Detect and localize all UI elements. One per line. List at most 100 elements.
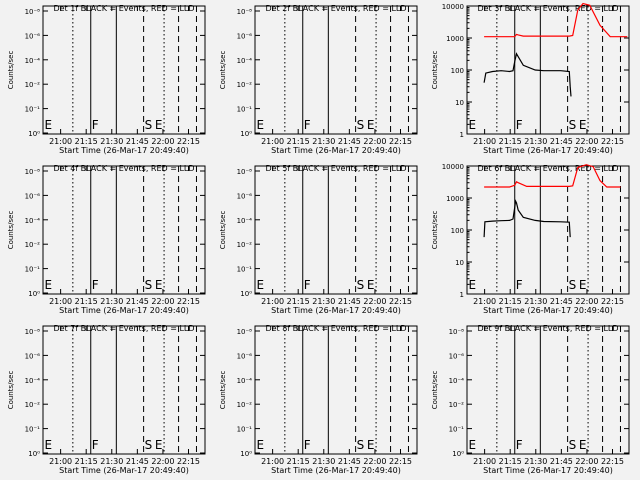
marker-label: S [357, 118, 365, 132]
panel-title: Det 4f BLACK = Events, RED = LLD [53, 164, 194, 173]
y-tick-label: 10⁻¹ [449, 426, 465, 434]
x-tick-label: 21:45 [550, 297, 573, 306]
y-tick-label: 10 [455, 259, 464, 267]
x-tick-label: 21:00 [49, 457, 72, 466]
plot-frame [254, 5, 418, 135]
y-tick-label: 10 [455, 99, 464, 107]
x-tick-label: 22:00 [575, 297, 598, 306]
plot-frame [466, 5, 630, 135]
plot-frame [254, 325, 418, 455]
panel-title: Det 2f BLACK = Events, RED = LLD [265, 4, 406, 13]
plot-frame [42, 325, 206, 455]
marker-label: F [304, 118, 311, 132]
y-tick-label: 10⁻⁸ [25, 168, 41, 176]
x-tick-label: 21:15 [499, 457, 522, 466]
x-tick-label: 21:45 [126, 457, 149, 466]
x-tick-label: 22:00 [363, 457, 386, 466]
x-tick-label: 21:30 [100, 137, 123, 146]
x-axis-label: Start Time (26-Mar-17 20:49:40) [59, 466, 189, 475]
marker-label: E [45, 438, 53, 452]
marker-label: E [155, 438, 163, 452]
y-tick-label: 1 [460, 291, 464, 299]
x-tick-label: 22:15 [601, 457, 624, 466]
y-axis-label: Counts/sec [431, 51, 439, 90]
panel-8: Det 8f BLACK = Events, RED = LLD 10⁻⁸ 10⁻⁶… [219, 324, 418, 475]
y-axis-label: Counts/sec [431, 211, 439, 250]
y-tick-label: 10⁻⁶ [25, 352, 41, 360]
y-tick-label: 10⁻² [449, 401, 465, 409]
marker-label: S [569, 438, 577, 452]
y-tick-label: 10⁻² [25, 81, 41, 89]
x-tick-label: 21:30 [524, 457, 547, 466]
marker-label: S [145, 278, 153, 292]
y-axis-label: Counts/sec [219, 51, 227, 90]
x-tick-label: 22:15 [177, 457, 200, 466]
y-tick-label: 10⁻⁴ [25, 217, 41, 225]
y-tick-label: 100 [451, 227, 464, 235]
marker-label: E [45, 118, 53, 132]
x-tick-label: 21:15 [75, 457, 98, 466]
marker-label: E [45, 278, 53, 292]
x-axis-label: Start Time (26-Mar-17 20:49:40) [271, 306, 401, 315]
marker-label: E [257, 438, 265, 452]
y-tick-label: 10⁻⁴ [237, 377, 253, 385]
y-tick-label: 10⁻⁶ [237, 32, 253, 40]
x-tick-label: 22:00 [151, 137, 174, 146]
series-line-events [483, 52, 572, 97]
x-tick-label: 21:30 [524, 297, 547, 306]
y-tick-label: 10⁻¹ [25, 106, 41, 114]
marker-label: E [469, 278, 477, 292]
marker-label: F [516, 438, 523, 452]
x-tick-label: 21:45 [550, 457, 573, 466]
plot-frame [42, 5, 206, 135]
x-tick-label: 21:45 [338, 297, 361, 306]
x-tick-label: 22:00 [151, 457, 174, 466]
y-axis-label: Counts/sec [219, 371, 227, 410]
y-tick-label: 10⁰ [240, 130, 252, 138]
marker-label: E [367, 438, 375, 452]
y-tick-label: 10⁻⁴ [237, 57, 253, 65]
marker-label: E [257, 118, 265, 132]
x-tick-label: 21:00 [49, 137, 72, 146]
panel-6: Det 6f BLACK = Events, RED = LLD 10000 100… [431, 163, 630, 315]
x-tick-label: 22:15 [177, 137, 200, 146]
marker-label: E [469, 438, 477, 452]
x-tick-label: 22:15 [601, 137, 624, 146]
marker-label: S [145, 118, 153, 132]
y-tick-label: 10⁻⁸ [237, 328, 253, 336]
x-tick-label: 21:45 [126, 297, 149, 306]
y-tick-label: 10⁰ [28, 130, 40, 138]
x-tick-label: 21:45 [338, 457, 361, 466]
x-tick-label: 21:00 [261, 457, 284, 466]
y-tick-label: 10⁻¹ [237, 426, 253, 434]
x-tick-label: 21:15 [287, 457, 310, 466]
x-tick-label: 21:00 [473, 297, 496, 306]
y-tick-label: 1 [460, 131, 464, 139]
y-tick-label: 10⁻⁶ [449, 352, 465, 360]
x-tick-label: 22:15 [389, 297, 412, 306]
panel-title: Det 5f BLACK = Events, RED = LLD [265, 164, 406, 173]
y-tick-label: 10⁻² [237, 81, 253, 89]
y-tick-label: 10⁻⁴ [25, 57, 41, 65]
x-tick-label: 22:00 [151, 297, 174, 306]
marker-label: F [92, 438, 99, 452]
series-line-lld [484, 2, 628, 38]
y-tick-label: 10⁻² [25, 241, 41, 249]
y-tick-label: 10⁻² [25, 401, 41, 409]
x-axis-label: Start Time (26-Mar-17 20:49:40) [59, 306, 189, 315]
y-tick-label: 10⁻⁸ [25, 8, 41, 16]
x-tick-label: 22:00 [575, 457, 598, 466]
y-axis-label: Counts/sec [431, 371, 439, 410]
x-tick-label: 22:15 [177, 297, 200, 306]
y-tick-label: 10⁻⁶ [237, 352, 253, 360]
y-tick-label: 10⁻⁶ [25, 192, 41, 200]
y-tick-label: 1000 [446, 35, 464, 43]
y-tick-label: 10⁰ [452, 450, 464, 458]
y-tick-label: 1000 [446, 195, 464, 203]
x-tick-label: 21:45 [338, 137, 361, 146]
marker-label: F [516, 278, 523, 292]
y-axis-label: Counts/sec [7, 371, 15, 410]
x-tick-label: 21:30 [100, 457, 123, 466]
x-tick-label: 21:30 [312, 457, 335, 466]
panel-title: Det 9f BLACK = Events, RED = LLD [477, 324, 618, 333]
